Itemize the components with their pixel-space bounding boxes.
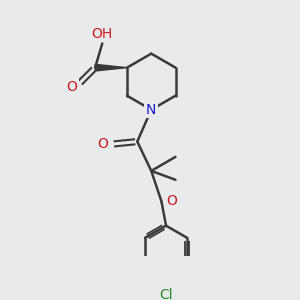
Text: O: O <box>167 194 178 208</box>
Text: Cl: Cl <box>159 288 173 300</box>
Polygon shape <box>95 64 127 71</box>
Text: N: N <box>146 103 157 117</box>
Text: O: O <box>98 137 108 151</box>
Text: O: O <box>66 80 77 94</box>
Text: OH: OH <box>92 27 113 41</box>
